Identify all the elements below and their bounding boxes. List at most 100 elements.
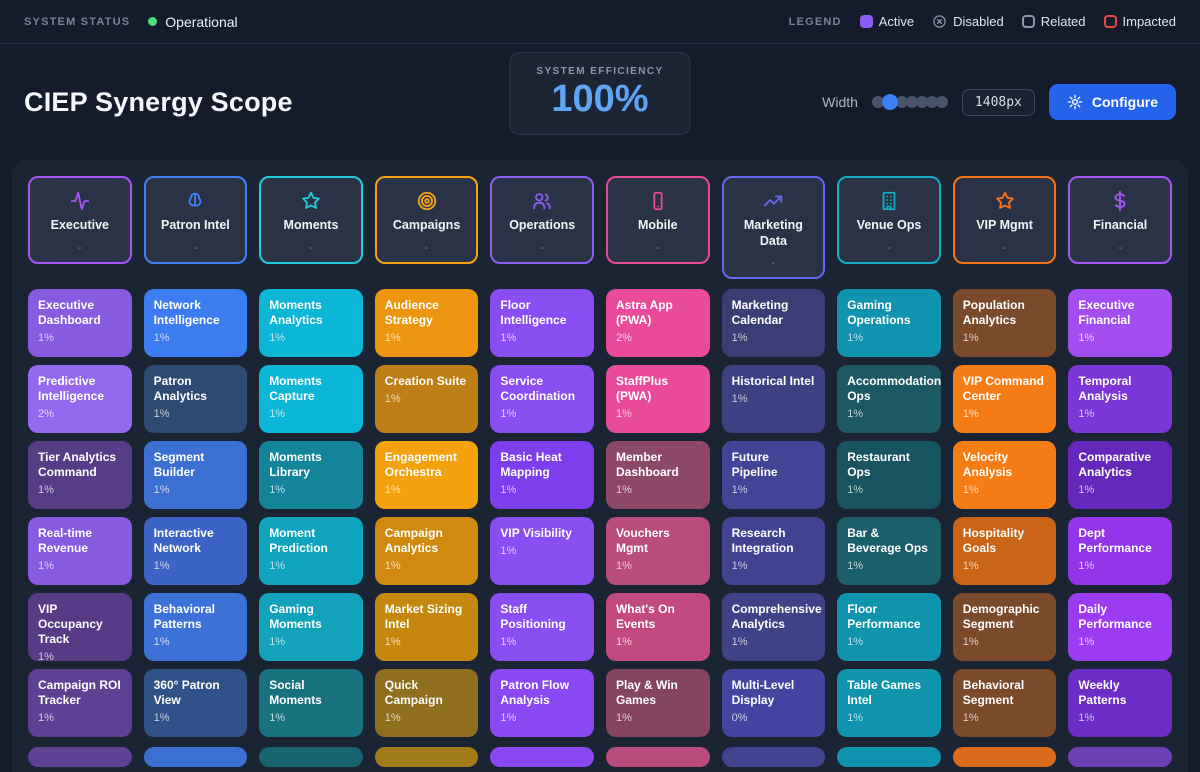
- tile-partial[interactable]: [837, 747, 941, 768]
- tile-marketing-calendar[interactable]: Marketing Calendar 1%: [721, 289, 826, 358]
- tile-moments-analytics[interactable]: Moments Analytics 1%: [259, 289, 363, 358]
- tile-label: Population Analytics: [962, 298, 1025, 328]
- category-card-executive[interactable]: Executive -: [28, 176, 132, 264]
- tile-partial[interactable]: [259, 747, 363, 768]
- width-slider-dot[interactable]: [881, 94, 898, 110]
- category-card-operations[interactable]: Operations -: [490, 176, 594, 264]
- tile-floor-intelligence[interactable]: Floor Intelligence 1%: [490, 289, 594, 358]
- tile-moments-library[interactable]: Moments Library 1%: [259, 441, 363, 510]
- tile-patron-flow-analysis[interactable]: Patron Flow Analysis 1%: [490, 669, 594, 738]
- tile-partial[interactable]: [952, 747, 1057, 768]
- width-slider-dot[interactable]: [895, 96, 908, 108]
- tile-executive-financial[interactable]: Executive Financial 1%: [1068, 289, 1172, 358]
- tile-partial[interactable]: [1068, 747, 1172, 768]
- tile-segment-builder[interactable]: Segment Builder 1%: [143, 441, 248, 510]
- tile-historical-intel[interactable]: Historical Intel 1%: [721, 365, 826, 434]
- tile-population-analytics[interactable]: Population Analytics 1%: [952, 289, 1057, 358]
- tile-accommodation-ops[interactable]: Accommodation Ops 1%: [837, 365, 941, 434]
- category-card-venue-ops[interactable]: Venue Ops -: [837, 176, 941, 264]
- tile-label: Creation Suite: [384, 374, 467, 389]
- tile-network-intelligence[interactable]: Network Intelligence 1%: [143, 289, 248, 358]
- tile-moment-prediction[interactable]: Moment Prediction 1%: [259, 517, 363, 586]
- tile-real-time-revenue[interactable]: Real-time Revenue 1%: [28, 517, 132, 586]
- tile-patron-analytics[interactable]: Patron Analytics 1%: [143, 365, 248, 434]
- tile-velocity-analysis[interactable]: Velocity Analysis 1%: [952, 441, 1057, 510]
- tile-astra-app-pwa[interactable]: Astra App (PWA) 2%: [605, 289, 710, 358]
- tile-moments-capture[interactable]: Moments Capture 1%: [259, 365, 363, 434]
- tile-member-dashboard[interactable]: Member Dashboard 1%: [605, 441, 710, 510]
- tile-multi-level-display[interactable]: Multi-Level Display 0%: [721, 669, 826, 738]
- tile-behavioral-patterns[interactable]: Behavioral Patterns 1%: [143, 593, 248, 662]
- tile-tier-analytics-command[interactable]: Tier Analytics Command 1%: [28, 441, 132, 510]
- width-slider-dot[interactable]: [871, 96, 884, 108]
- tile-table-games-intel[interactable]: Table Games Intel 1%: [837, 669, 941, 738]
- tile-gaming-moments[interactable]: Gaming Moments 1%: [259, 593, 363, 662]
- category-card-moments[interactable]: Moments -: [259, 176, 363, 264]
- tile-partial[interactable]: [143, 747, 248, 768]
- category-card-financial[interactable]: Financial -: [1068, 176, 1172, 264]
- configure-button[interactable]: Configure: [1048, 84, 1176, 120]
- tile-social-moments[interactable]: Social Moments 1%: [259, 669, 363, 738]
- tile-vouchers-mgmt[interactable]: Vouchers Mgmt 1%: [605, 517, 710, 586]
- tile-partial[interactable]: [721, 747, 826, 768]
- category-value: -: [193, 239, 198, 254]
- tile-service-coordination[interactable]: Service Coordination 1%: [490, 365, 594, 434]
- tile-label: Patron Flow Analysis: [500, 678, 570, 708]
- tile-label: Temporal Analysis: [1078, 374, 1132, 404]
- category-card-mobile[interactable]: Mobile -: [605, 176, 710, 264]
- tile-staff-positioning[interactable]: Staff Positioning 1%: [490, 593, 594, 662]
- tile-vip-visibility[interactable]: VIP Visibility 1%: [490, 517, 594, 586]
- tile-360-patron-view[interactable]: 360° Patron View 1%: [143, 669, 248, 738]
- tile-campaign-roi-tracker[interactable]: Campaign ROI Tracker 1%: [28, 669, 132, 738]
- tile-creation-suite[interactable]: Creation Suite 1%: [374, 365, 479, 434]
- tile-demographic-segment[interactable]: Demographic Segment 1%: [952, 593, 1057, 662]
- tile-partial[interactable]: [28, 747, 132, 768]
- tile-floor-performance[interactable]: Floor Performance 1%: [837, 593, 941, 662]
- tile-partial[interactable]: [374, 747, 479, 768]
- width-slider-dot[interactable]: [905, 96, 918, 108]
- tile-gaming-operations[interactable]: Gaming Operations 1%: [837, 289, 941, 358]
- tile-vip-occupancy-track[interactable]: VIP Occupancy Track 1%: [28, 593, 132, 662]
- tile-market-sizing-intel[interactable]: Market Sizing Intel 1%: [374, 593, 479, 662]
- tile-restaurant-ops[interactable]: Restaurant Ops 1%: [837, 441, 941, 510]
- tile-temporal-analysis[interactable]: Temporal Analysis 1%: [1068, 365, 1172, 434]
- tile-executive-dashboard[interactable]: Executive Dashboard 1%: [28, 289, 132, 358]
- width-slider-dot[interactable]: [915, 96, 928, 108]
- tile-partial[interactable]: [605, 747, 710, 768]
- tile-daily-performance[interactable]: Daily Performance 1%: [1068, 593, 1172, 662]
- tile-basic-heat-mapping[interactable]: Basic Heat Mapping 1%: [490, 441, 594, 510]
- category-card-marketing-data[interactable]: Marketing Data -: [721, 176, 826, 280]
- tile-future-pipeline[interactable]: Future Pipeline 1%: [721, 441, 826, 510]
- tile-dept-performance[interactable]: Dept Performance 1%: [1068, 517, 1172, 586]
- tile-comprehensive-analytics[interactable]: Comprehensive Analytics 1%: [721, 593, 826, 662]
- tile-staffplus-pwa[interactable]: StaffPlus (PWA) 1%: [605, 365, 710, 434]
- tile-vip-command-center[interactable]: VIP Command Center 1%: [952, 365, 1057, 434]
- tile-label: Accommodation Ops: [847, 374, 941, 404]
- category-value: -: [1118, 239, 1123, 254]
- width-slider-dot[interactable]: [925, 96, 938, 108]
- tile-weekly-patterns[interactable]: Weekly Patterns 1%: [1068, 669, 1172, 738]
- tile-percentage: 1%: [500, 545, 517, 558]
- tile-research-integration[interactable]: Research Integration 1%: [721, 517, 826, 586]
- tile-hospitality-goals[interactable]: Hospitality Goals 1%: [952, 517, 1057, 586]
- tile-bar-beverage-ops[interactable]: Bar & Beverage Ops 1%: [837, 517, 941, 586]
- tile-what-s-on-events[interactable]: What's On Events 1%: [605, 593, 710, 662]
- tile-comparative-analytics[interactable]: Comparative Analytics 1%: [1068, 441, 1172, 510]
- tile-predictive-intelligence[interactable]: Predictive Intelligence 2%: [28, 365, 132, 434]
- legend: LEGEND Active Disabled Related Impacted: [789, 14, 1176, 29]
- category-card-vip-mgmt[interactable]: VIP Mgmt -: [952, 176, 1057, 264]
- tile-interactive-network[interactable]: Interactive Network 1%: [143, 517, 248, 586]
- width-slider[interactable]: [871, 94, 948, 110]
- tile-engagement-orchestra[interactable]: Engagement Orchestra 1%: [374, 441, 479, 510]
- tile-play-win-games[interactable]: Play & Win Games 1%: [605, 669, 710, 738]
- tile-behavioral-segment[interactable]: Behavioral Segment 1%: [952, 669, 1057, 738]
- tile-percentage: 1%: [153, 712, 170, 725]
- tile-audience-strategy[interactable]: Audience Strategy 1%: [374, 289, 479, 358]
- category-card-campaigns[interactable]: Campaigns -: [374, 176, 479, 264]
- category-card-patron-intel[interactable]: Patron Intel -: [143, 176, 248, 264]
- tile-campaign-analytics[interactable]: Campaign Analytics 1%: [374, 517, 479, 586]
- tile-quick-campaign[interactable]: Quick Campaign 1%: [374, 669, 479, 738]
- tile-partial[interactable]: [490, 747, 594, 768]
- width-slider-dot[interactable]: [935, 96, 948, 108]
- tile-percentage: 1%: [615, 484, 632, 497]
